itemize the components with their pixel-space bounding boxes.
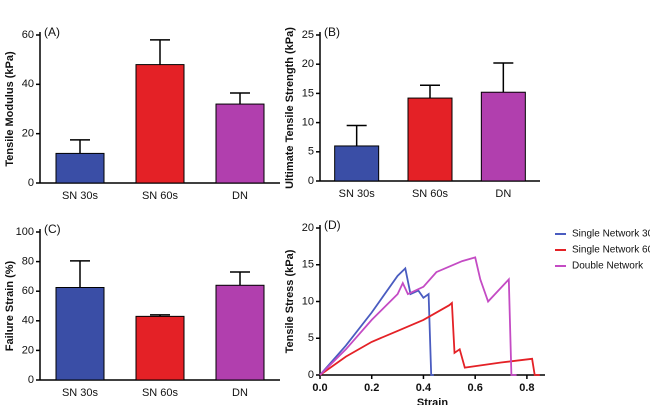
panel-label: (D) — [324, 218, 341, 232]
bar — [480, 91, 526, 182]
y-tick-label: 10 — [302, 295, 314, 307]
y-tick-label: 0 — [28, 177, 34, 189]
x-tick-label: SN 30s — [62, 190, 99, 202]
y-tick-label: 20 — [302, 58, 314, 70]
bar — [135, 315, 185, 381]
x-tick-label: 0.4 — [416, 382, 432, 394]
y-tick-label: 40 — [22, 78, 34, 90]
x-axis-label: Strain — [417, 397, 448, 405]
line — [319, 256, 517, 376]
legend-label: Double Network — [572, 261, 644, 272]
y-tick-label: 80 — [22, 256, 34, 268]
x-tick-label: SN 30s — [62, 387, 99, 399]
y-tick-label: 20 — [302, 222, 314, 234]
bar — [215, 284, 265, 381]
line — [319, 266, 434, 376]
x-tick-label: SN 30s — [339, 188, 376, 200]
x-tick-label: 0.8 — [519, 382, 534, 394]
y-tick-label: 15 — [302, 87, 314, 99]
y-tick-label: 40 — [22, 315, 34, 327]
y-tick-label: 25 — [302, 29, 314, 41]
x-tick-label: 0.2 — [364, 382, 379, 394]
bar — [334, 145, 380, 182]
y-tick-label: 0 — [308, 369, 314, 381]
y-axis-label: Tensile Stress (kPa) — [284, 249, 296, 353]
x-tick-label: 0.0 — [312, 382, 327, 394]
x-tick-label: DN — [495, 188, 511, 200]
y-tick-label: 5 — [308, 146, 314, 158]
legend-label: Single Network 60s — [572, 245, 650, 256]
bar — [55, 287, 105, 381]
bar — [407, 97, 453, 182]
x-tick-label: SN 60s — [412, 188, 449, 200]
y-axis-label: Tensile Modulus (kPa) — [4, 51, 16, 167]
y-tick-label: 0 — [28, 374, 34, 386]
y-tick-label: 20 — [22, 344, 34, 356]
bar — [135, 64, 185, 184]
x-tick-label: SN 60s — [142, 387, 179, 399]
line — [319, 301, 540, 376]
panel-label: (A) — [44, 25, 60, 39]
legend-label: Single Network 30s — [572, 229, 650, 240]
x-tick-label: 0.6 — [468, 382, 483, 394]
y-tick-label: 5 — [308, 332, 314, 344]
bar — [215, 103, 265, 184]
bar — [55, 152, 105, 184]
y-tick-label: 15 — [302, 259, 314, 271]
x-tick-label: SN 60s — [142, 190, 179, 202]
y-tick-label: 60 — [22, 285, 34, 297]
panel-label: (B) — [324, 25, 340, 39]
y-tick-label: 0 — [308, 175, 314, 187]
x-tick-label: DN — [232, 387, 248, 399]
y-tick-label: 10 — [302, 117, 314, 129]
y-tick-label: 60 — [22, 29, 34, 41]
x-tick-label: DN — [232, 190, 248, 202]
y-axis-label: Ultimate Tensile Strength (kPa) — [284, 27, 296, 189]
y-tick-label: 20 — [22, 128, 34, 140]
y-axis-label: Failure Strain (%) — [4, 260, 16, 351]
panel-label: (C) — [44, 222, 61, 236]
y-tick-label: 100 — [16, 226, 34, 238]
